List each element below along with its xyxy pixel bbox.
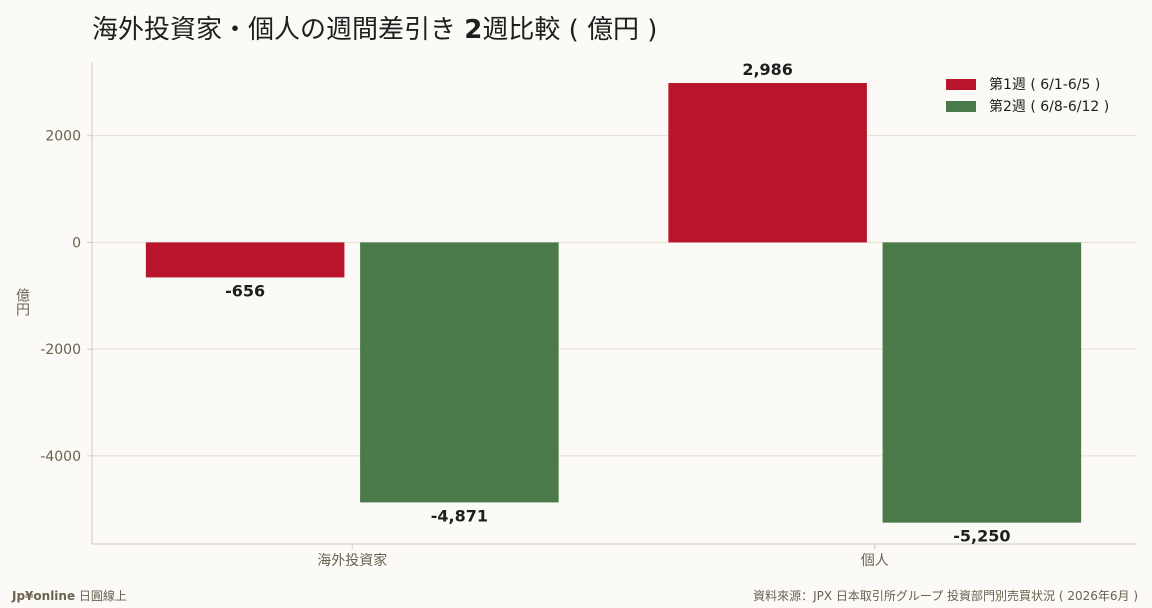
y-tick-label: -4000 [40, 449, 81, 465]
data-label-series-1-1: -656 [225, 281, 265, 300]
legend-swatch-week1 [946, 78, 976, 90]
y-tick-label: -2000 [40, 342, 81, 358]
data-label-series-2-1: -4,871 [431, 506, 488, 525]
legend-label-week2: 第2週 ( 6/8-6/12 ) [989, 99, 1110, 115]
y-axis-label: 億円 [14, 288, 30, 316]
y-tick-label: 0 [72, 235, 81, 251]
legend-swatch-week2 [946, 100, 976, 112]
x-tick-label: 個人 [861, 553, 889, 569]
bar-series-1-1 [145, 242, 345, 278]
footer-source: 資料來源：JPX 日本取引所グループ 投資部門別売買状況 ( 2026年6月 ) [753, 589, 1138, 603]
legend-label-week1: 第1週 ( 6/1-6/5 ) [989, 77, 1101, 93]
legend-item-week2: 第2週 ( 6/8-6/12 ) [946, 95, 1109, 117]
title-part-3: 週比較 ( 億円 ) [482, 15, 658, 45]
bar-series-2-2 [882, 242, 1082, 523]
data-label-series-1-2: 2,986 [742, 60, 793, 79]
x-tick-label: 海外投資家 [317, 552, 387, 569]
legend: 第1週 ( 6/1-6/5 ) 第2週 ( 6/8-6/12 ) [946, 73, 1109, 117]
data-label-series-2-2: -5,250 [953, 527, 1010, 546]
brand-suffix: 日圓線上 [75, 589, 127, 603]
legend-item-week1: 第1週 ( 6/1-6/5 ) [946, 73, 1109, 95]
chart-title: 海外投資家・個人の週間差引き 2週比較 ( 億円 ) [92, 9, 657, 46]
bar-series-2-1 [360, 242, 559, 503]
brand-name: Jp¥online [12, 589, 76, 603]
bar-series-1-2 [668, 83, 867, 243]
title-part-1: 海外投資家・個人の週間差引き [92, 15, 465, 45]
footer-brand: Jp¥online 日圓線上 [12, 587, 127, 604]
y-tick-label: 2000 [45, 129, 81, 145]
title-part-2: 2 [464, 15, 483, 45]
